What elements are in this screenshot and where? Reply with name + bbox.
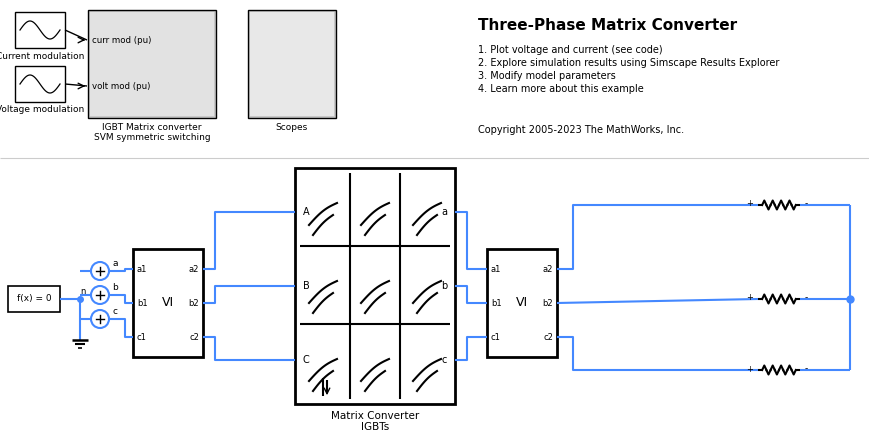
Text: b1: b1 (136, 298, 148, 308)
Text: c: c (441, 355, 447, 365)
Text: b2: b2 (189, 298, 199, 308)
Text: IGBT Matrix converter: IGBT Matrix converter (103, 122, 202, 132)
Text: b: b (441, 281, 447, 291)
Text: a1: a1 (490, 264, 501, 274)
Text: c2: c2 (189, 332, 199, 342)
Text: 2. Explore simulation results using Simscape Results Explorer: 2. Explore simulation results using Sims… (477, 58, 779, 68)
Text: +: + (746, 199, 753, 209)
Text: VI: VI (515, 297, 527, 309)
Text: A: A (302, 207, 309, 217)
Text: SVM symmetric switching: SVM symmetric switching (94, 133, 210, 141)
Text: 1. Plot voltage and current (see code): 1. Plot voltage and current (see code) (477, 45, 662, 55)
Text: Matrix Converter: Matrix Converter (330, 411, 419, 421)
Bar (90, 12, 214, 116)
Bar (15, 66, 65, 102)
Text: 4. Learn more about this example: 4. Learn more about this example (477, 84, 643, 94)
Text: C: C (302, 355, 309, 365)
Text: Scopes: Scopes (275, 122, 308, 132)
Text: B: B (302, 281, 309, 291)
Bar (249, 12, 334, 116)
Text: VI: VI (162, 297, 174, 309)
Text: c: c (112, 308, 117, 316)
Bar (487, 249, 556, 357)
Bar (295, 168, 454, 404)
Text: b2: b2 (541, 298, 553, 308)
Text: a: a (441, 207, 447, 217)
Bar (8, 286, 60, 312)
Bar (133, 249, 202, 357)
Text: curr mod (pu): curr mod (pu) (92, 35, 151, 45)
Text: n: n (80, 287, 85, 297)
Text: -: - (804, 199, 807, 209)
Text: a2: a2 (542, 264, 553, 274)
Text: −: − (96, 291, 104, 301)
Text: c2: c2 (542, 332, 553, 342)
Text: c1: c1 (490, 332, 501, 342)
Text: a2: a2 (189, 264, 199, 274)
Text: Three-Phase Matrix Converter: Three-Phase Matrix Converter (477, 18, 736, 33)
Text: Copyright 2005-2023 The MathWorks, Inc.: Copyright 2005-2023 The MathWorks, Inc. (477, 125, 683, 135)
Text: +: + (746, 293, 753, 302)
Text: −: − (96, 315, 104, 325)
Circle shape (91, 286, 109, 304)
Text: −: − (96, 267, 104, 277)
Text: -: - (804, 293, 807, 302)
Text: IGBTs: IGBTs (361, 422, 388, 432)
Text: f(x) = 0: f(x) = 0 (17, 294, 51, 304)
Text: b: b (112, 283, 117, 293)
Bar (88, 10, 216, 118)
Text: c1: c1 (136, 332, 147, 342)
Text: b1: b1 (490, 298, 501, 308)
Text: volt mod (pu): volt mod (pu) (92, 81, 150, 91)
Text: a1: a1 (136, 264, 147, 274)
Circle shape (91, 262, 109, 280)
Text: 3. Modify model parameters: 3. Modify model parameters (477, 71, 615, 81)
Circle shape (91, 310, 109, 328)
Bar (248, 10, 335, 118)
Text: a: a (112, 259, 117, 268)
Text: -: - (804, 365, 807, 373)
Text: +: + (746, 365, 753, 373)
Bar (15, 12, 65, 48)
Text: Current modulation: Current modulation (0, 52, 84, 61)
Text: Voltage modulation: Voltage modulation (0, 106, 84, 114)
